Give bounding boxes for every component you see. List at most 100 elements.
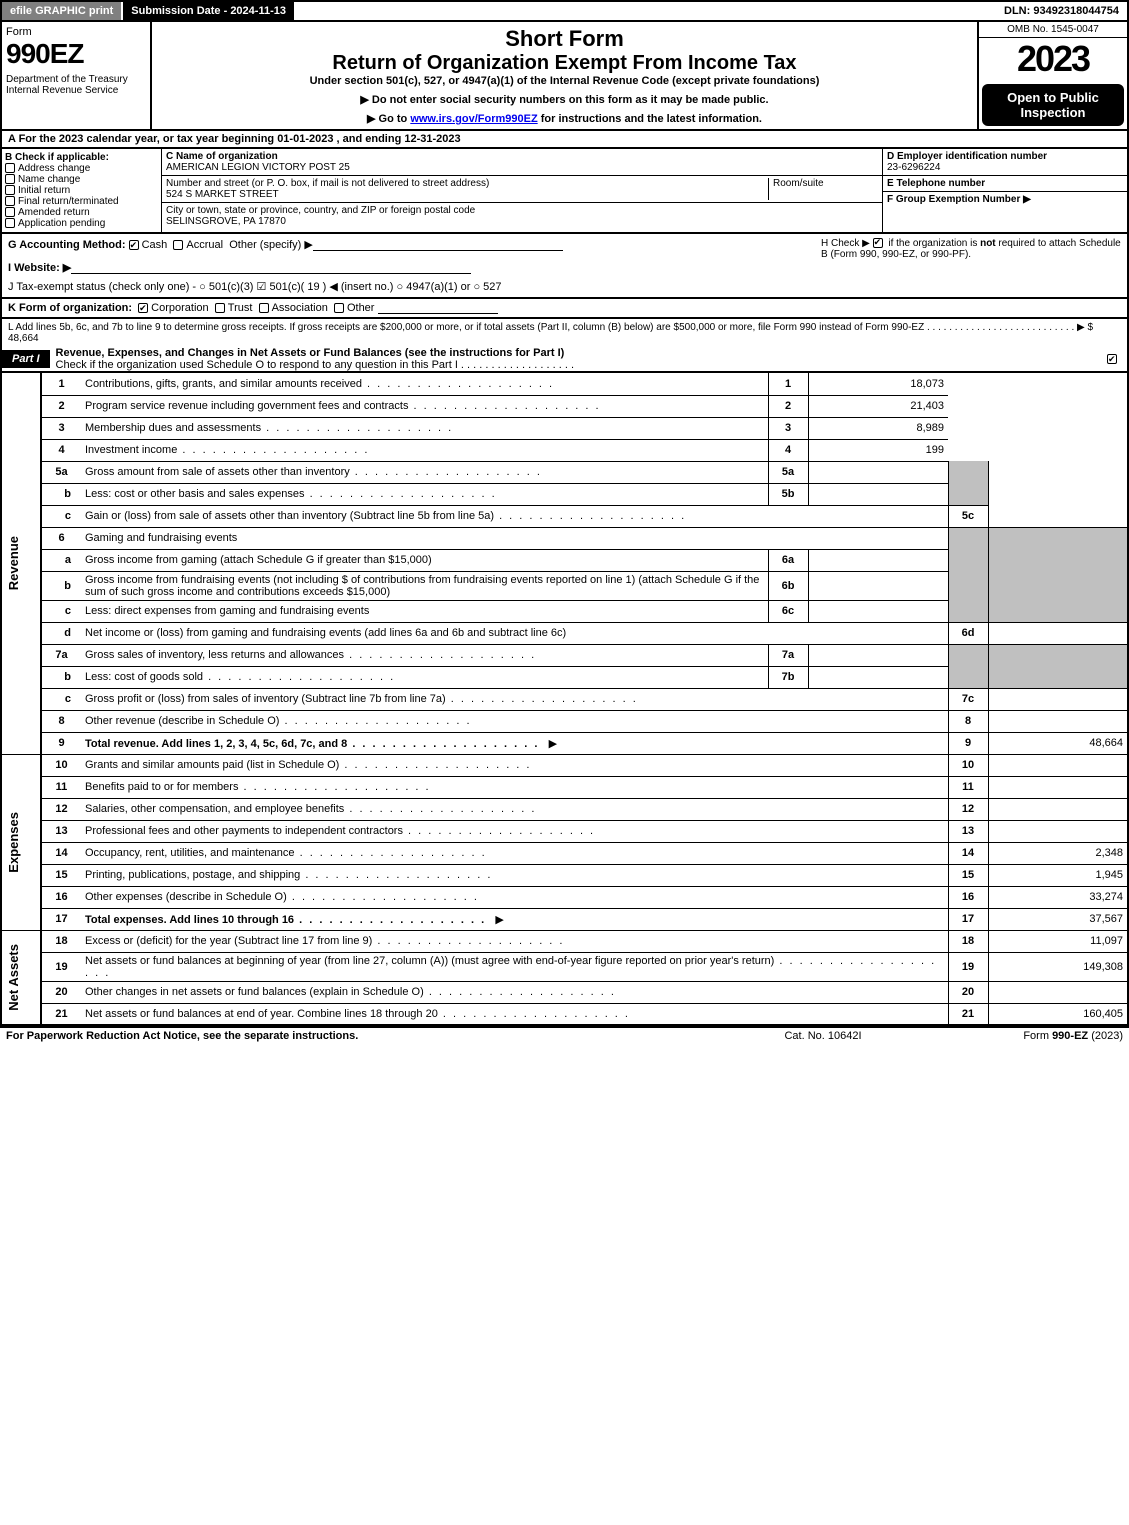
g-cash: Cash: [142, 239, 168, 251]
k-opt-0: Corporation: [151, 302, 208, 314]
irs-link[interactable]: www.irs.gov/Form990EZ: [410, 113, 537, 125]
under-section: Under section 501(c), 527, or 4947(a)(1)…: [160, 75, 969, 87]
f-group: F Group Exemption Number ▶: [883, 192, 1127, 207]
line-8: 8Other revenue (describe in Schedule O)8: [1, 710, 1128, 732]
g-accrual: Accrual: [186, 239, 223, 251]
street-address: 524 S MARKET STREET: [166, 189, 279, 200]
k-trust-checkbox[interactable]: [215, 303, 225, 313]
k-corp-checkbox[interactable]: [138, 303, 148, 313]
header-left: Form 990EZ Department of the Treasury In…: [2, 22, 152, 129]
omb-label: OMB No. 1545-0047: [979, 22, 1127, 38]
g-label: G Accounting Method:: [8, 239, 126, 251]
e-tel: E Telephone number: [883, 176, 1127, 192]
b-opt-2[interactable]: Initial return: [5, 185, 158, 196]
i-website-label: I Website: ▶: [8, 262, 71, 274]
line-19: 19Net assets or fund balances at beginni…: [1, 952, 1128, 981]
accrual-checkbox[interactable]: [173, 240, 183, 250]
line-7c: cGross profit or (loss) from sales of in…: [1, 688, 1128, 710]
part-1-badge: Part I: [2, 350, 50, 368]
efile-button[interactable]: efile GRAPHIC print: [2, 2, 123, 20]
c-city: City or town, state or province, country…: [162, 203, 882, 229]
row-j: J Tax-exempt status (check only one) - ○…: [8, 280, 821, 293]
k-other-checkbox[interactable]: [334, 303, 344, 313]
col-c: C Name of organization AMERICAN LEGION V…: [162, 149, 882, 232]
short-form-title: Short Form: [160, 26, 969, 52]
part-1-text: Revenue, Expenses, and Changes in Net As…: [56, 347, 1107, 371]
footer-catno: Cat. No. 10642I: [723, 1030, 923, 1042]
form-header: Form 990EZ Department of the Treasury In…: [0, 22, 1129, 131]
g-other-input[interactable]: [313, 239, 563, 251]
b-opt-4[interactable]: Amended return: [5, 207, 158, 218]
lines-table: Revenue 1Contributions, gifts, grants, a…: [0, 373, 1129, 1026]
g-other: Other (specify) ▶: [229, 239, 313, 251]
form-number: 990EZ: [6, 38, 146, 70]
ein-value: 23-6296224: [887, 162, 940, 173]
line-14: 14Occupancy, rent, utilities, and mainte…: [1, 842, 1128, 864]
return-title: Return of Organization Exempt From Incom…: [160, 52, 969, 75]
room-suite-label: Room/suite: [773, 178, 824, 189]
b-opt-0[interactable]: Address change: [5, 163, 158, 174]
expenses-sidelabel: Expenses: [1, 754, 41, 930]
city-state-zip: SELINSGROVE, PA 17870: [166, 216, 286, 227]
part-1-sub: Check if the organization used Schedule …: [56, 359, 575, 371]
part-1-header: Part I Revenue, Expenses, and Changes in…: [0, 347, 1129, 373]
spacer: [296, 2, 996, 20]
l-amount: 48,664: [8, 333, 39, 344]
line-5a: 5aGross amount from sale of assets other…: [1, 461, 1128, 483]
part-1-checkbox[interactable]: [1107, 353, 1127, 365]
footer-left: For Paperwork Reduction Act Notice, see …: [6, 1030, 723, 1042]
row-a-period: A For the 2023 calendar year, or tax yea…: [0, 131, 1129, 149]
line-10: Expenses 10Grants and similar amounts pa…: [1, 754, 1128, 776]
section-b-through-f: B Check if applicable: Address change Na…: [0, 149, 1129, 234]
note2-pre: ▶ Go to: [367, 113, 410, 125]
k-other-input[interactable]: [378, 302, 498, 314]
c-name: C Name of organization AMERICAN LEGION V…: [162, 149, 882, 176]
c-street: Number and street (or P. O. box, if mail…: [162, 176, 882, 203]
line-13: 13Professional fees and other payments t…: [1, 820, 1128, 842]
cash-checkbox[interactable]: [129, 240, 139, 250]
k-opt-3: Other: [347, 302, 375, 314]
line-6: 6Gaming and fundraising events: [1, 527, 1128, 549]
k-assoc-checkbox[interactable]: [259, 303, 269, 313]
line-12: 12Salaries, other compensation, and empl…: [1, 798, 1128, 820]
row-g-h: G Accounting Method: Cash Accrual Other …: [0, 234, 1129, 299]
note-link: ▶ Go to www.irs.gov/Form990EZ for instru…: [160, 112, 969, 125]
open-inspection-badge: Open to Public Inspection: [982, 84, 1124, 126]
k-opt-2: Association: [272, 302, 328, 314]
row-k: K Form of organization: Corporation Trus…: [0, 299, 1129, 319]
line-9: 9Total revenue. Add lines 1, 2, 3, 4, 5c…: [1, 732, 1128, 754]
line-17: 17Total expenses. Add lines 10 through 1…: [1, 908, 1128, 930]
line-16: 16Other expenses (describe in Schedule O…: [1, 886, 1128, 908]
h-checkbox[interactable]: [873, 238, 883, 248]
note2-post: for instructions and the latest informat…: [538, 113, 762, 125]
row-l: L Add lines 5b, 6c, and 7b to line 9 to …: [0, 319, 1129, 347]
line-15: 15Printing, publications, postage, and s…: [1, 864, 1128, 886]
form-word: Form: [6, 26, 146, 38]
dln-label: DLN: 93492318044754: [996, 2, 1127, 20]
k-label: K Form of organization:: [8, 302, 132, 314]
b-opt-1[interactable]: Name change: [5, 174, 158, 185]
line-18: Net Assets 18Excess or (deficit) for the…: [1, 930, 1128, 952]
row-g: G Accounting Method: Cash Accrual Other …: [8, 238, 821, 293]
submission-date-button[interactable]: Submission Date - 2024-11-13: [123, 2, 296, 20]
dept-label: Department of the Treasury Internal Reve…: [6, 74, 146, 96]
note-ssn: ▶ Do not enter social security numbers o…: [160, 93, 969, 106]
line-7a: 7aGross sales of inventory, less returns…: [1, 644, 1128, 666]
b-opt-3[interactable]: Final return/terminated: [5, 196, 158, 207]
website-input[interactable]: [71, 262, 471, 274]
header-right: OMB No. 1545-0047 2023 Open to Public In…: [977, 22, 1127, 129]
b-title: B Check if applicable:: [5, 152, 158, 163]
d-ein: D Employer identification number 23-6296…: [883, 149, 1127, 176]
line-3: 3Membership dues and assessments38,989: [1, 417, 1128, 439]
line-6d: dNet income or (loss) from gaming and fu…: [1, 622, 1128, 644]
b-opt-5[interactable]: Application pending: [5, 218, 158, 229]
line-1: Revenue 1Contributions, gifts, grants, a…: [1, 373, 1128, 395]
revenue-sidelabel: Revenue: [1, 373, 41, 754]
col-d-e-f: D Employer identification number 23-6296…: [882, 149, 1127, 232]
h-pre: H Check ▶: [821, 238, 873, 249]
line-4: 4Investment income4199: [1, 439, 1128, 461]
line-21: 21Net assets or fund balances at end of …: [1, 1003, 1128, 1025]
page-footer: For Paperwork Reduction Act Notice, see …: [0, 1026, 1129, 1044]
line-2: 2Program service revenue including gover…: [1, 395, 1128, 417]
header-middle: Short Form Return of Organization Exempt…: [152, 22, 977, 129]
